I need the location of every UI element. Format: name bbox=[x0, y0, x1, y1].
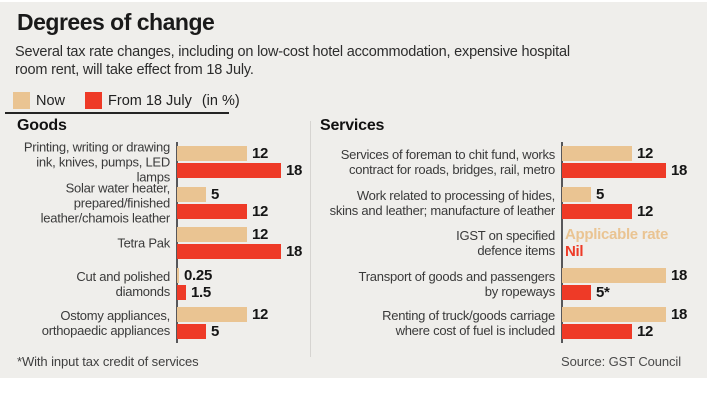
category-label: Ostomy appliances, orthopaedic appliance… bbox=[41, 308, 170, 338]
category-label: Tetra Pak bbox=[117, 235, 170, 251]
legend-now-label: Now bbox=[36, 92, 66, 109]
now-value-label: 5 bbox=[596, 186, 605, 203]
category-label: Cut and polished diamonds bbox=[76, 269, 170, 299]
now-bar bbox=[177, 146, 247, 161]
now-value-label: 12 bbox=[252, 145, 269, 162]
category-label: Renting of truck/goods carriage where co… bbox=[382, 308, 555, 338]
from-value-label: 18 bbox=[286, 162, 303, 179]
legend-unit-label: (in %) bbox=[201, 92, 240, 109]
from-value-label: 18 bbox=[286, 243, 303, 260]
category-label: Services of foreman to chit fund, works … bbox=[340, 147, 555, 177]
now-value-label: 18 bbox=[671, 306, 688, 323]
now-value-label: 12 bbox=[637, 145, 654, 162]
now-text-value: Applicable rate bbox=[565, 226, 669, 243]
legend-from-label: From 18 July bbox=[108, 92, 192, 109]
now-bar bbox=[562, 146, 632, 161]
from-bar bbox=[562, 204, 632, 219]
legend-underline-rule bbox=[5, 112, 229, 114]
now-bar bbox=[562, 307, 666, 322]
source-credit: Source: GST Council bbox=[561, 354, 681, 369]
legend-from-swatch bbox=[85, 92, 103, 109]
footnote: *With input tax credit of services bbox=[17, 354, 199, 369]
now-bar bbox=[177, 307, 247, 322]
category-label: Printing, writing or drawing ink, knives… bbox=[23, 139, 170, 185]
now-value-label: 0.25 bbox=[184, 267, 212, 284]
from-bar bbox=[562, 285, 591, 300]
column-divider-line bbox=[310, 121, 311, 357]
now-value-label: 5 bbox=[211, 186, 220, 203]
from-bar bbox=[177, 285, 186, 300]
legend-now-swatch bbox=[13, 92, 30, 109]
category-label: Solar water heater, prepared/finished le… bbox=[40, 180, 171, 226]
category-label: Work related to processing of hides, ski… bbox=[329, 188, 556, 218]
services-section-heading: Services bbox=[320, 117, 385, 134]
from-bar bbox=[562, 324, 632, 339]
from-bar bbox=[177, 324, 206, 339]
now-bar bbox=[177, 268, 179, 283]
services-axis-line bbox=[561, 142, 563, 343]
page-title: Degrees of change bbox=[17, 9, 215, 35]
from-bar bbox=[177, 163, 281, 178]
from-text-value: Nil bbox=[565, 243, 584, 260]
now-bar bbox=[562, 268, 666, 283]
from-value-label: 12 bbox=[637, 323, 654, 340]
from-value-label: 12 bbox=[252, 203, 269, 220]
legend: Now From 18 July (in %) bbox=[13, 92, 240, 109]
from-bar bbox=[177, 204, 247, 219]
now-bar bbox=[562, 187, 591, 202]
category-label: Transport of goods and passengers by rop… bbox=[358, 269, 555, 299]
category-label: IGST on specified defence items bbox=[456, 228, 555, 258]
from-bar bbox=[562, 163, 666, 178]
goods-axis-line bbox=[176, 142, 178, 343]
from-value-label: 18 bbox=[671, 162, 688, 179]
from-value-label: 1.5 bbox=[191, 284, 211, 301]
from-value-label: 5 bbox=[211, 323, 220, 340]
goods-section-heading: Goods bbox=[17, 117, 67, 134]
now-bar bbox=[177, 187, 206, 202]
from-value-label: 12 bbox=[637, 203, 654, 220]
now-value-label: 18 bbox=[671, 267, 688, 284]
subtitle: Several tax rate changes, including on l… bbox=[15, 44, 570, 78]
now-bar bbox=[177, 227, 247, 242]
from-bar bbox=[177, 244, 281, 259]
now-value-label: 12 bbox=[252, 226, 269, 243]
now-value-label: 12 bbox=[252, 306, 269, 323]
from-value-label: 5* bbox=[596, 284, 610, 301]
